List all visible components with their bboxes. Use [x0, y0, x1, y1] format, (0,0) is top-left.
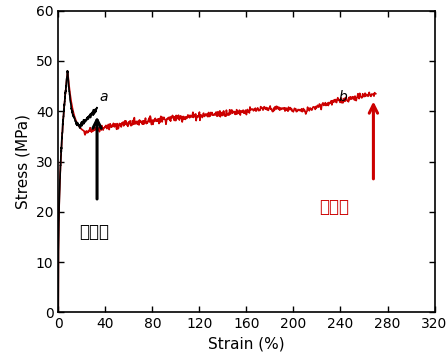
Text: 破　断: 破 断: [319, 198, 349, 216]
Text: 破　断: 破 断: [79, 223, 109, 241]
Y-axis label: Stress (MPa): Stress (MPa): [15, 114, 30, 209]
Text: b: b: [338, 90, 347, 104]
Text: a: a: [99, 90, 108, 104]
X-axis label: Strain (%): Strain (%): [208, 337, 285, 352]
